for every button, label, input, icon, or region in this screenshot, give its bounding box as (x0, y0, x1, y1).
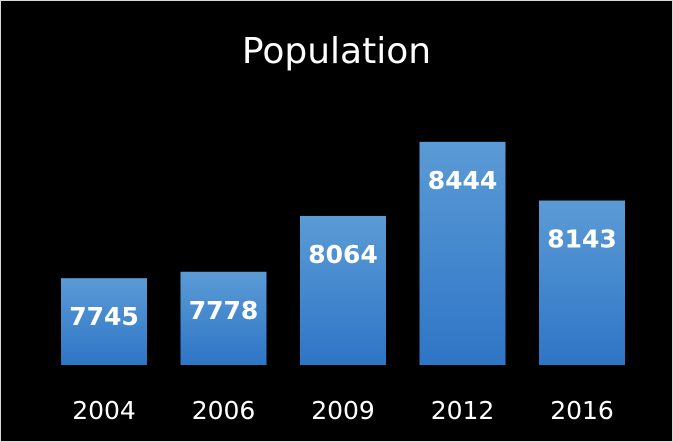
bar-2004 (61, 278, 147, 365)
x-tick-label-2004: 2004 (72, 396, 136, 425)
data-label-2012: 8444 (428, 166, 498, 195)
x-tick-label-2016: 2016 (550, 396, 614, 425)
x-tick-label-2012: 2012 (431, 396, 495, 425)
chart-title: Population (241, 31, 432, 72)
data-label-2004: 7745 (69, 302, 139, 331)
x-tick-label-2009: 2009 (311, 396, 375, 425)
bar-2009 (300, 215, 386, 365)
bar-2006 (180, 271, 267, 365)
data-label-2016: 8143 (547, 225, 617, 254)
data-label-2009: 8064 (308, 240, 378, 269)
bar-2016 (539, 200, 625, 365)
bar-2012 (419, 141, 506, 365)
data-label-2006: 7778 (189, 296, 259, 325)
x-tick-label-2006: 2006 (192, 396, 256, 425)
